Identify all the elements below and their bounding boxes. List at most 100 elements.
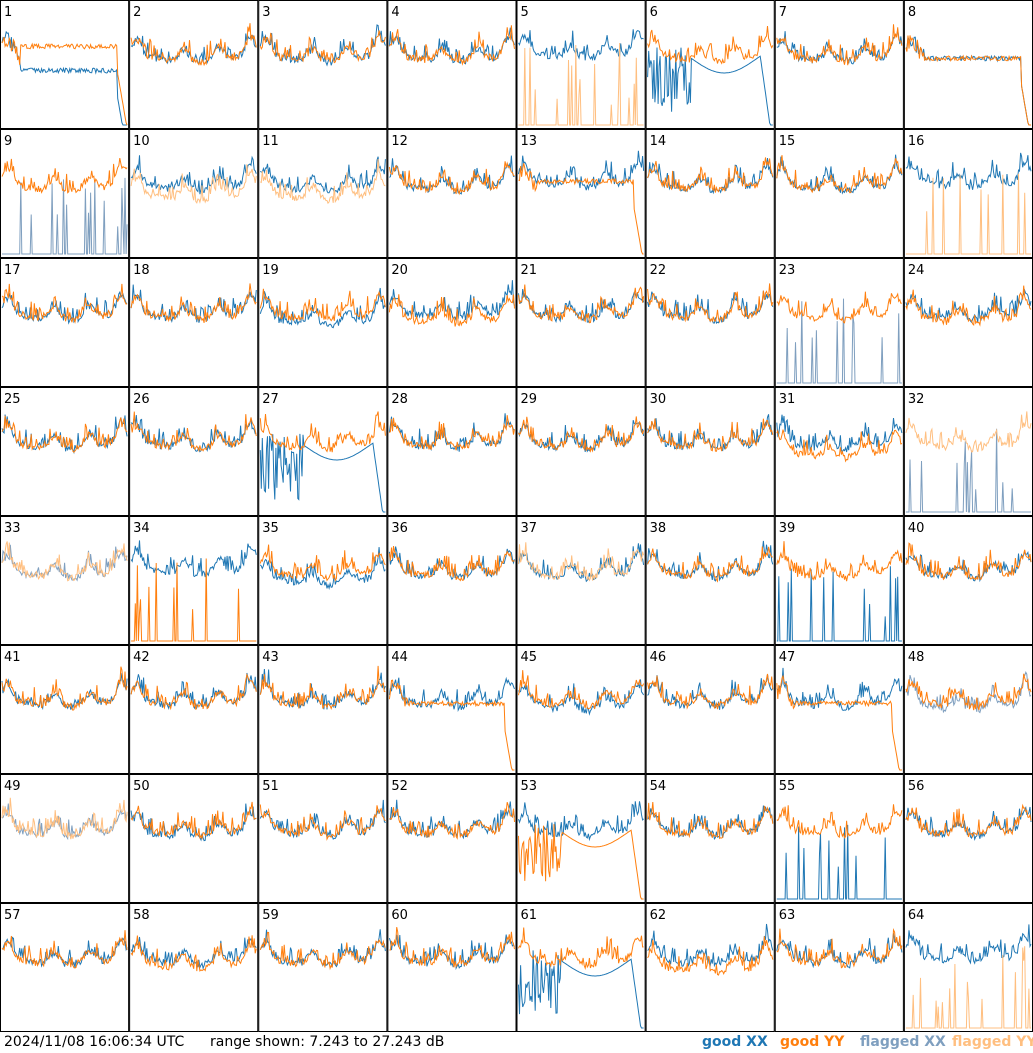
panel-48: 48 bbox=[903, 645, 1033, 774]
trace-good-xx bbox=[260, 156, 386, 195]
panel-number: 43 bbox=[262, 650, 279, 665]
trace-good-yy bbox=[130, 801, 257, 841]
panel-number: 40 bbox=[908, 521, 925, 536]
panel-number: 53 bbox=[521, 779, 538, 794]
panel-number: 10 bbox=[133, 134, 150, 149]
footer-bar: 2024/11/08 16:06:34 UTC range shown: 7.2… bbox=[0, 1032, 1033, 1053]
trace-good-yy bbox=[259, 288, 386, 322]
panel-number: 23 bbox=[779, 263, 796, 278]
panel-number: 17 bbox=[4, 263, 21, 278]
panel-number: 52 bbox=[391, 779, 408, 794]
panel-number: 54 bbox=[650, 779, 667, 794]
panel-frame bbox=[258, 516, 388, 645]
trace-good-yy bbox=[905, 542, 1032, 581]
trace-flagged-xx bbox=[905, 428, 1031, 513]
trace-good-xx bbox=[130, 540, 257, 578]
panel-9: 9 bbox=[0, 129, 130, 258]
panel-61: 61 bbox=[516, 903, 646, 1032]
panel-number: 41 bbox=[4, 650, 21, 665]
panel-number: 38 bbox=[650, 521, 667, 536]
panel-frame bbox=[258, 0, 388, 129]
trace-good-xx bbox=[1, 414, 128, 455]
panel-13: 13 bbox=[516, 129, 646, 258]
trace-good-xx bbox=[776, 667, 903, 711]
trace-good-yy bbox=[776, 429, 903, 463]
panel-number: 45 bbox=[521, 650, 538, 665]
panel-frame bbox=[774, 645, 904, 774]
panel-frame bbox=[516, 129, 646, 258]
panel-number: 20 bbox=[391, 263, 408, 278]
panel-22: 22 bbox=[645, 258, 775, 387]
panel-6: 6 bbox=[645, 0, 775, 129]
panel-frame bbox=[0, 258, 130, 387]
panel-number: 13 bbox=[521, 134, 538, 149]
trace-good-xx bbox=[389, 799, 515, 840]
trace-good-yy bbox=[647, 157, 774, 193]
trace-good-xx bbox=[905, 152, 1032, 190]
panel-frame bbox=[258, 774, 388, 903]
trace-good-xx bbox=[1, 30, 128, 126]
trace-good-yy bbox=[388, 546, 515, 582]
trace-good-yy bbox=[130, 23, 257, 67]
panel-21: 21 bbox=[516, 258, 646, 387]
panel-frame bbox=[903, 645, 1033, 774]
panel-frame bbox=[516, 387, 646, 516]
panel-number: 47 bbox=[779, 650, 796, 665]
trace-good-yy bbox=[647, 546, 773, 583]
panel-frame bbox=[129, 645, 259, 774]
trace-good-yy bbox=[518, 670, 645, 710]
panel-frame bbox=[516, 516, 646, 645]
trace-good-xx bbox=[259, 799, 386, 840]
trace-good-yy bbox=[1, 666, 128, 711]
panel-number: 24 bbox=[908, 263, 925, 278]
trace-good-yy bbox=[389, 415, 515, 451]
trace-good-yy bbox=[1, 415, 128, 453]
trace-good-yy bbox=[130, 411, 257, 453]
panel-42: 42 bbox=[129, 645, 259, 774]
panel-number: 63 bbox=[779, 908, 796, 923]
trace-good-yy bbox=[776, 291, 902, 324]
trace-flagged-yy bbox=[260, 159, 386, 205]
panel-51: 51 bbox=[258, 774, 388, 903]
panel-frame bbox=[645, 516, 775, 645]
panel-5: 5 bbox=[516, 0, 646, 129]
panel-frame bbox=[387, 903, 517, 1032]
timestamp: 2024/11/08 16:06:34 UTC bbox=[4, 1034, 185, 1050]
panel-frame bbox=[516, 258, 646, 387]
panel-number: 36 bbox=[391, 521, 408, 536]
panel-number: 49 bbox=[4, 779, 21, 794]
panel-number: 11 bbox=[262, 134, 279, 149]
trace-flagged-yy bbox=[905, 173, 1031, 255]
panel-45: 45 bbox=[516, 645, 646, 774]
trace-good-yy bbox=[647, 283, 774, 324]
panel-24: 24 bbox=[903, 258, 1033, 387]
panel-25: 25 bbox=[0, 387, 130, 516]
trace-good-yy bbox=[130, 283, 257, 324]
trace-good-yy bbox=[905, 803, 1032, 839]
legend-flagged-yy: flagged YY bbox=[952, 1034, 1033, 1050]
panel-28: 28 bbox=[387, 387, 517, 516]
panel-number: 30 bbox=[650, 392, 667, 407]
trace-good-xx bbox=[130, 155, 257, 195]
panel-11: 11 bbox=[258, 129, 388, 258]
panel-number: 28 bbox=[391, 392, 408, 407]
panel-number: 62 bbox=[650, 908, 667, 923]
trace-good-yy bbox=[388, 161, 515, 196]
trace-flagged-yy bbox=[905, 411, 1032, 453]
panel-63: 63 bbox=[774, 903, 904, 1032]
panel-frame bbox=[0, 774, 130, 903]
trace-good-yy bbox=[259, 30, 386, 64]
panel-frame bbox=[0, 516, 130, 645]
panel-number: 39 bbox=[779, 521, 796, 536]
panel-43: 43 bbox=[258, 645, 388, 774]
panel-57: 57 bbox=[0, 903, 130, 1032]
panel-frame bbox=[129, 387, 259, 516]
panel-2: 2 bbox=[129, 0, 259, 129]
panel-number: 33 bbox=[4, 521, 21, 536]
panel-frame bbox=[387, 129, 517, 258]
trace-good-yy bbox=[905, 35, 1031, 126]
trace-good-xx bbox=[1, 290, 128, 325]
panel-frame bbox=[0, 903, 130, 1032]
panel-number: 42 bbox=[133, 650, 150, 665]
panel-frame bbox=[387, 387, 517, 516]
